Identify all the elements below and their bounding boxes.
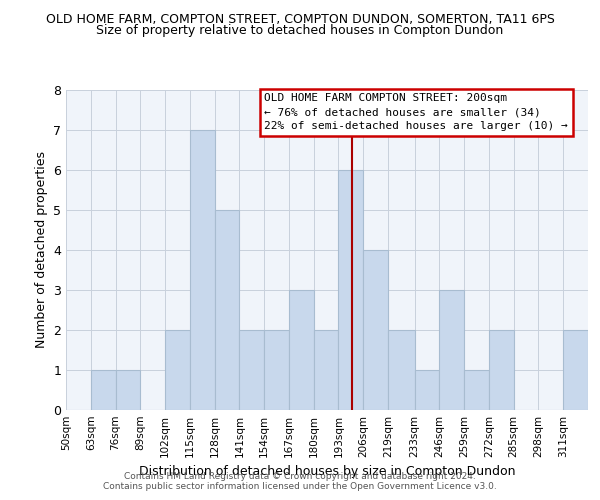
Y-axis label: Number of detached properties: Number of detached properties [35,152,47,348]
Bar [264,330,289,410]
Bar [338,170,363,410]
Bar [388,330,415,410]
Bar [563,330,588,410]
Text: Contains public sector information licensed under the Open Government Licence v3: Contains public sector information licen… [103,482,497,491]
Bar [190,130,215,410]
Bar [239,330,264,410]
Bar [289,290,314,410]
Bar [489,330,514,410]
Bar [314,330,338,410]
X-axis label: Distribution of detached houses by size in Compton Dundon: Distribution of detached houses by size … [139,466,515,478]
Text: Size of property relative to detached houses in Compton Dundon: Size of property relative to detached ho… [97,24,503,37]
Bar [215,210,239,410]
Bar [464,370,489,410]
Bar [91,370,116,410]
Bar [439,290,464,410]
Text: OLD HOME FARM, COMPTON STREET, COMPTON DUNDON, SOMERTON, TA11 6PS: OLD HOME FARM, COMPTON STREET, COMPTON D… [46,12,554,26]
Bar [116,370,140,410]
Bar [363,250,388,410]
Bar [165,330,190,410]
Bar [415,370,439,410]
Text: Contains HM Land Registry data © Crown copyright and database right 2024.: Contains HM Land Registry data © Crown c… [124,472,476,481]
Text: OLD HOME FARM COMPTON STREET: 200sqm
← 76% of detached houses are smaller (34)
2: OLD HOME FARM COMPTON STREET: 200sqm ← 7… [265,93,568,131]
